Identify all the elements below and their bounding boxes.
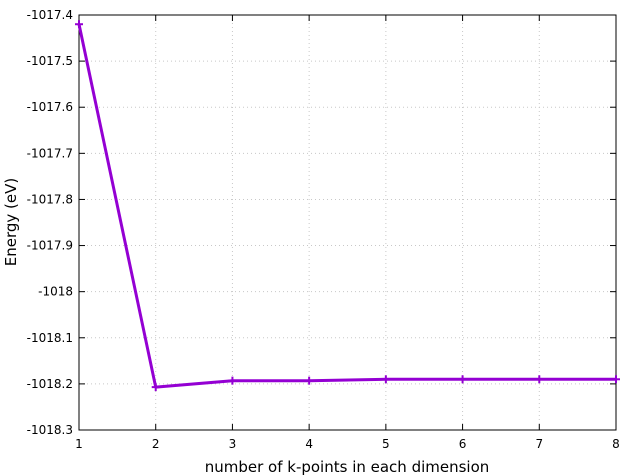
- data-point: [381, 375, 390, 384]
- y-tick-label: -1017.7: [27, 146, 73, 160]
- data-point: [151, 383, 160, 392]
- data-point: [535, 375, 544, 384]
- x-tick-label: 4: [305, 437, 313, 451]
- x-tick-label: 6: [459, 437, 467, 451]
- x-tick-label: 8: [612, 437, 620, 451]
- y-axis-title: Energy (eV): [2, 178, 20, 266]
- x-tick-label: 3: [229, 437, 237, 451]
- y-tick-label: -1017.4: [27, 8, 73, 22]
- y-tick-label: -1017.5: [27, 54, 73, 68]
- x-tick-label: 1: [75, 437, 83, 451]
- data-point: [612, 375, 620, 384]
- y-tick-label: -1017.6: [27, 100, 73, 114]
- x-tick-label: 7: [535, 437, 543, 451]
- x-tick-label: 5: [382, 437, 390, 451]
- grid-lines: [79, 15, 616, 430]
- y-tick-label: -1018: [38, 285, 73, 299]
- data-point: [75, 20, 83, 29]
- y-tick-label: -1018.2: [27, 377, 73, 391]
- series-line: [77, 23, 616, 389]
- axis-ticks: [78, 14, 617, 431]
- plot-frame: [78, 14, 617, 431]
- x-axis-title: number of k-points in each dimension: [205, 458, 490, 476]
- x-tick-label: 2: [152, 437, 160, 451]
- x-tick-labels: 1 2 3 4 5 6 7 8: [75, 437, 620, 451]
- data-point: [458, 375, 467, 384]
- y-tick-label: -1018.3: [27, 423, 73, 437]
- y-tick-label: -1018.1: [27, 331, 73, 345]
- y-tick-labels: -1017.4 -1017.5 -1017.6 -1017.7 -1017.8 -1017…: [27, 8, 73, 437]
- y-tick-label: -1017.8: [27, 192, 73, 206]
- y-tick-label: -1017.9: [27, 239, 73, 253]
- data-point: [305, 376, 314, 385]
- series-group: [75, 20, 620, 392]
- data-point: [228, 376, 237, 385]
